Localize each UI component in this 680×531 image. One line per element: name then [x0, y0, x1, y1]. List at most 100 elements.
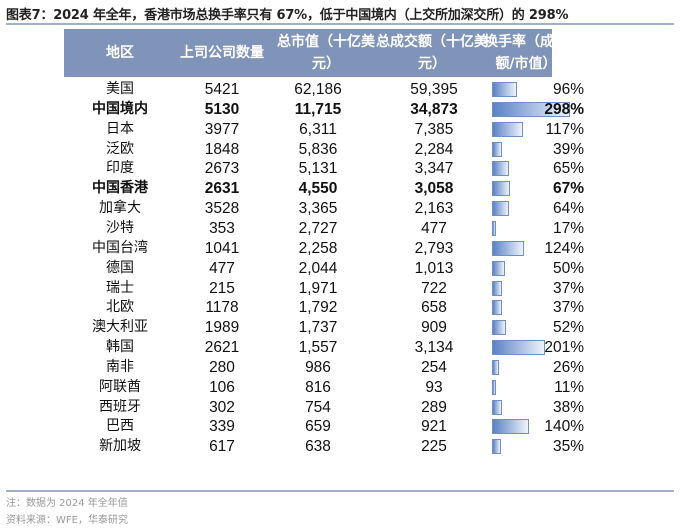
- cell-region: 新加坡: [99, 438, 141, 455]
- cell-ratio: 298%: [544, 100, 584, 118]
- ratio-bar: [492, 280, 502, 296]
- cell-count: 1989: [204, 319, 240, 337]
- cell-region: 沙特: [106, 219, 134, 236]
- cell-count: 215: [209, 279, 235, 297]
- cell-ratio: 52%: [552, 319, 584, 337]
- cell-ratio: 65%: [552, 160, 584, 178]
- cell-mktcap: 2,258: [298, 239, 338, 257]
- cell-mktcap: 816: [305, 378, 331, 396]
- cell-region: 北欧: [106, 299, 134, 316]
- cell-turnover: 658: [421, 299, 447, 317]
- cell-turnover: 93: [425, 378, 443, 396]
- ratio-bar: [492, 260, 506, 276]
- cell-mktcap: 62,186: [294, 81, 342, 98]
- table-row: 中国香港 2631 4,550 3,058 67%: [64, 179, 680, 199]
- ratio-bar: [492, 240, 525, 256]
- cell-ratio: 201%: [544, 339, 584, 357]
- cell-turnover: 254: [421, 358, 447, 376]
- header-mktcap: 总市值（十亿美元）: [277, 34, 375, 72]
- cell-count: 5421: [204, 81, 240, 98]
- cell-turnover: 921: [421, 418, 447, 436]
- table-row: 北欧 1178 1,792 658 37%: [64, 298, 680, 318]
- cell-count: 2673: [204, 160, 240, 178]
- cell-ratio: 11%: [554, 378, 584, 396]
- cell-ratio: 96%: [552, 81, 584, 98]
- cell-count: 1178: [205, 299, 239, 317]
- source: 资料来源：WFE，华泰研究: [6, 515, 128, 526]
- cell-region: 巴西: [106, 418, 134, 435]
- cell-count: 617: [209, 438, 235, 456]
- cell-count: 3977: [204, 120, 240, 138]
- table-row: 瑞士 215 1,971 722 37%: [64, 279, 680, 299]
- ratio-bar: [492, 399, 502, 415]
- cell-count: 339: [209, 418, 235, 436]
- note: 注：数据为 2024 年全年值: [6, 498, 128, 509]
- cell-region: 韩国: [106, 339, 134, 356]
- cell-count: 353: [209, 219, 235, 237]
- header-ratio: 换手率（成交额/市值）: [484, 34, 568, 72]
- table-row: 沙特 353 2,727 477 17%: [64, 219, 680, 239]
- cell-turnover: 289: [421, 398, 447, 416]
- cell-turnover: 2,284: [414, 140, 454, 158]
- cell-turnover: 7,385: [414, 120, 454, 138]
- cell-turnover: 34,873: [410, 100, 458, 118]
- table-row: 加拿大 3528 3,365 2,163 64%: [64, 199, 680, 219]
- cell-mktcap: 5,131: [298, 160, 338, 178]
- cell-ratio: 140%: [544, 418, 584, 436]
- table-row: 美国 5421 62,186 59,395 96%: [64, 80, 680, 100]
- table-row: 巴西 339 659 921 140%: [64, 417, 680, 437]
- cell-region: 德国: [106, 259, 134, 276]
- ratio-bar: [492, 101, 571, 117]
- cell-mktcap: 2,727: [298, 219, 338, 237]
- cell-region: 中国香港: [92, 180, 148, 197]
- ratio-bar: [492, 121, 523, 137]
- cell-count: 477: [209, 259, 235, 277]
- bottom-divider: [6, 490, 674, 492]
- cell-ratio: 39%: [552, 140, 584, 158]
- cell-mktcap: 1,792: [298, 299, 338, 317]
- cell-region: 泛欧: [106, 140, 134, 157]
- ratio-bar: [492, 141, 503, 157]
- cell-turnover: 3,347: [414, 160, 454, 178]
- header-turnover: 总成交额（十亿美元）: [376, 34, 488, 72]
- cell-region: 阿联酋: [99, 378, 141, 395]
- cell-turnover: 2,793: [414, 239, 454, 257]
- header-region: 地区: [106, 45, 134, 61]
- cell-turnover: 59,395: [410, 81, 458, 98]
- cell-turnover: 909: [421, 319, 447, 337]
- cell-count: 2631: [204, 180, 240, 198]
- ratio-bar: [492, 161, 510, 177]
- ratio-bar: [492, 359, 499, 375]
- ratio-bar: [492, 379, 496, 395]
- cell-turnover: 225: [421, 438, 447, 456]
- cell-ratio: 26%: [552, 358, 584, 376]
- header-count: 上司公司数量: [180, 45, 264, 61]
- cell-mktcap: 1,557: [298, 339, 338, 357]
- table-row: 印度 2673 5,131 3,347 65%: [64, 159, 680, 179]
- cell-turnover: 3,134: [414, 339, 454, 357]
- table-row: 韩国 2621 1,557 3,134 201%: [64, 338, 680, 358]
- cell-turnover: 477: [421, 219, 447, 237]
- cell-count: 1848: [204, 140, 240, 158]
- cell-count: 280: [209, 358, 235, 376]
- cell-ratio: 17%: [552, 219, 584, 237]
- cell-turnover: 2,163: [414, 200, 454, 218]
- figure-title: 图表7：2024 年全年，香港市场总换手率只有 67%，低于中国境内（上交所加深…: [6, 8, 569, 23]
- cell-ratio: 37%: [552, 279, 584, 297]
- cell-region: 瑞士: [106, 279, 134, 296]
- cell-count: 1041: [204, 239, 240, 257]
- cell-count: 3528: [204, 200, 240, 218]
- cell-region: 西班牙: [99, 398, 141, 415]
- ratio-bar: [492, 300, 502, 316]
- cell-count: 2621: [204, 339, 240, 357]
- cell-mktcap: 11,715: [294, 100, 342, 118]
- cell-mktcap: 754: [305, 398, 331, 416]
- cell-turnover: 1,013: [414, 259, 454, 277]
- ratio-bar: [492, 419, 529, 435]
- cell-mktcap: 1,737: [298, 319, 338, 337]
- table-row: 德国 477 2,044 1,013 50%: [64, 259, 680, 279]
- table-row: 西班牙 302 754 289 38%: [64, 398, 680, 418]
- cell-count: 106: [209, 378, 235, 396]
- table-row: 中国台湾 1041 2,258 2,793 124%: [64, 239, 680, 259]
- title-divider: [6, 23, 674, 25]
